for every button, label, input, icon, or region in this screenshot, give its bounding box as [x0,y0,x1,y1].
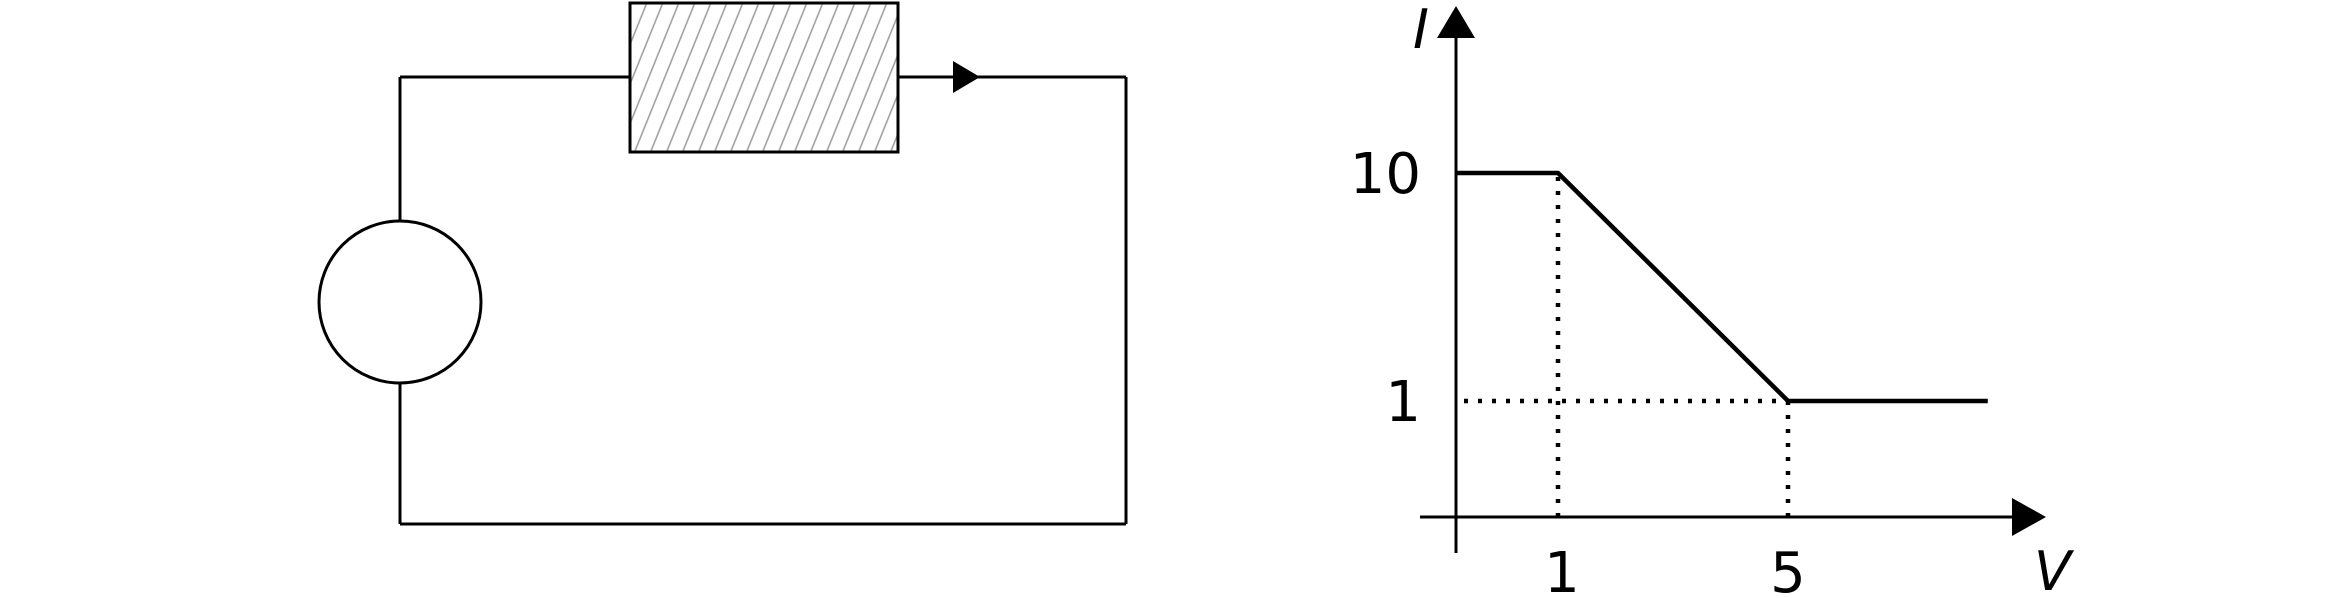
circuit [317,1,1128,526]
x-axis-arrow [2012,498,2046,536]
voltage-source [317,219,483,385]
x-tick-label-5: 5 [1770,541,1806,598]
x-axis-label: V [2034,540,2075,598]
component-hatched [628,1,900,154]
y-axis-label: I [1413,0,1429,61]
current-direction-arrow [953,61,980,93]
x-tick-label-1: 1 [1544,541,1580,598]
series-line [1456,170,1988,404]
graph: I V 10 1 1 5 [1350,0,2075,598]
y-axis-arrow [1437,6,1475,38]
y-tick-label-10: 10 [1350,142,1421,207]
y-tick-label-1: 1 [1385,370,1421,435]
reference-lines [1464,173,1791,517]
